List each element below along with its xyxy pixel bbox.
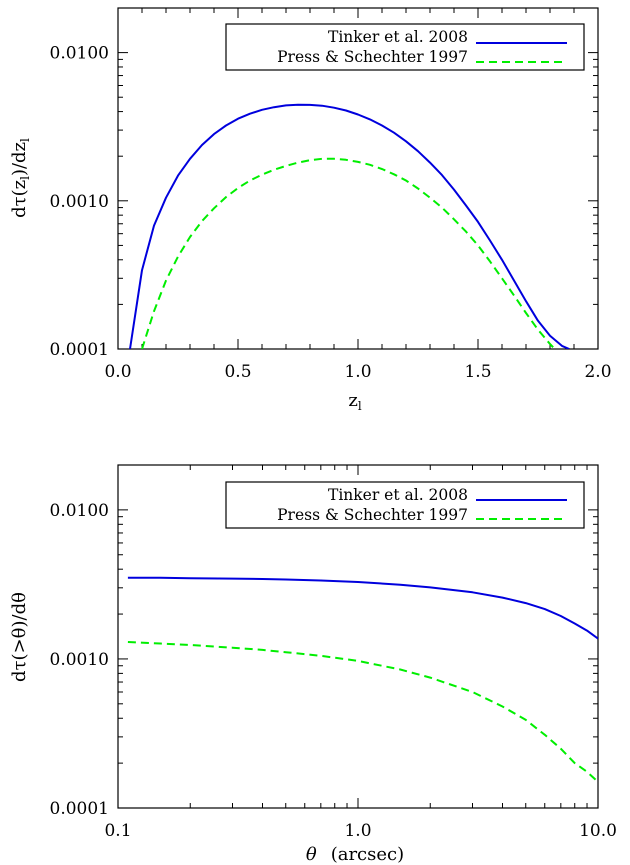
bottom-legend-label-tinker: Tinker et al. 2008: [328, 486, 468, 504]
bottom-legend: Tinker et al. 2008 Press & Schechter 199…: [225, 481, 585, 529]
top-x-tick-label: 1.5: [464, 362, 491, 382]
bottom-ticks: 0.1 1.0 10.0 0.0001 0.0010 0.0100: [50, 465, 617, 841]
bottom-x-tick-label: 1.0: [344, 821, 371, 841]
top-ticks: 0.0 0.5 1.0 1.5 2.0 0.0001 0.0010 0.0100: [50, 8, 612, 382]
bottom-x-axis-label: θ (arcsec): [306, 844, 404, 865]
top-series-tinker-line: [129, 103, 570, 349]
bottom-series-tinker-line: [127, 576, 598, 640]
bottom-curves: [127, 576, 598, 783]
bottom-x-tick-label: 0.1: [104, 821, 131, 841]
top-y-tick-label: 0.0010: [50, 192, 109, 212]
top-x-axis-label: zl: [348, 390, 361, 413]
top-series-press-line: [141, 157, 556, 349]
bottom-x-tick-label: 10.0: [579, 821, 617, 841]
top-legend: Tinker et al. 2008 Press & Schechter 199…: [225, 23, 585, 71]
bottom-y-tick-label: 0.0010: [50, 650, 109, 670]
top-x-tick-label: 2.0: [584, 362, 611, 382]
bottom-y-tick-label: 0.0001: [50, 799, 109, 819]
bottom-y-tick-label: 0.0100: [50, 501, 109, 521]
top-y-tick-label: 0.0100: [50, 44, 109, 64]
bottom-y-axis-label: dτ(>θ)/dθ: [9, 592, 30, 682]
top-y-axis-label: dτ(zl)/dzl: [9, 138, 32, 218]
top-curves: [129, 103, 570, 349]
top-x-tick-label: 0.5: [224, 362, 251, 382]
bottom-legend-label-press: Press & Schechter 1997: [277, 506, 468, 524]
bottom-legend-box: [225, 481, 585, 529]
top-legend-label-press: Press & Schechter 1997: [277, 48, 468, 66]
top-y-tick-label: 0.0001: [50, 340, 109, 360]
top-x-tick-label: 0.0: [104, 362, 131, 382]
top-legend-box: [225, 23, 585, 71]
top-panel: 0.0 0.5 1.0 1.5 2.0 0.0001 0.0010 0.0100 Tinker…: [9, 7, 612, 413]
top-legend-label-tinker: Tinker et al. 2008: [328, 28, 468, 46]
bottom-panel: 0.1 1.0 10.0 0.0001 0.0010 0.0100 Tinker et a…: [9, 464, 617, 865]
bottom-series-press-line: [127, 641, 598, 783]
top-x-tick-label: 1.0: [344, 362, 371, 382]
